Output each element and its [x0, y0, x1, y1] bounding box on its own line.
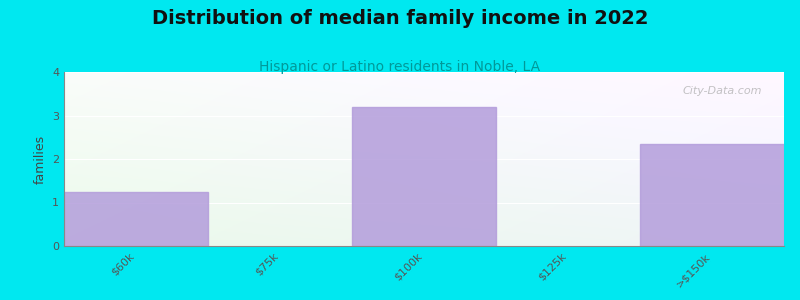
Y-axis label: families: families — [34, 134, 46, 184]
Bar — [640, 144, 784, 246]
Text: City-Data.com: City-Data.com — [683, 86, 762, 96]
Bar — [64, 192, 208, 246]
Text: Distribution of median family income in 2022: Distribution of median family income in … — [152, 9, 648, 28]
Text: Hispanic or Latino residents in Noble, LA: Hispanic or Latino residents in Noble, L… — [259, 60, 541, 74]
Bar — [352, 107, 496, 246]
